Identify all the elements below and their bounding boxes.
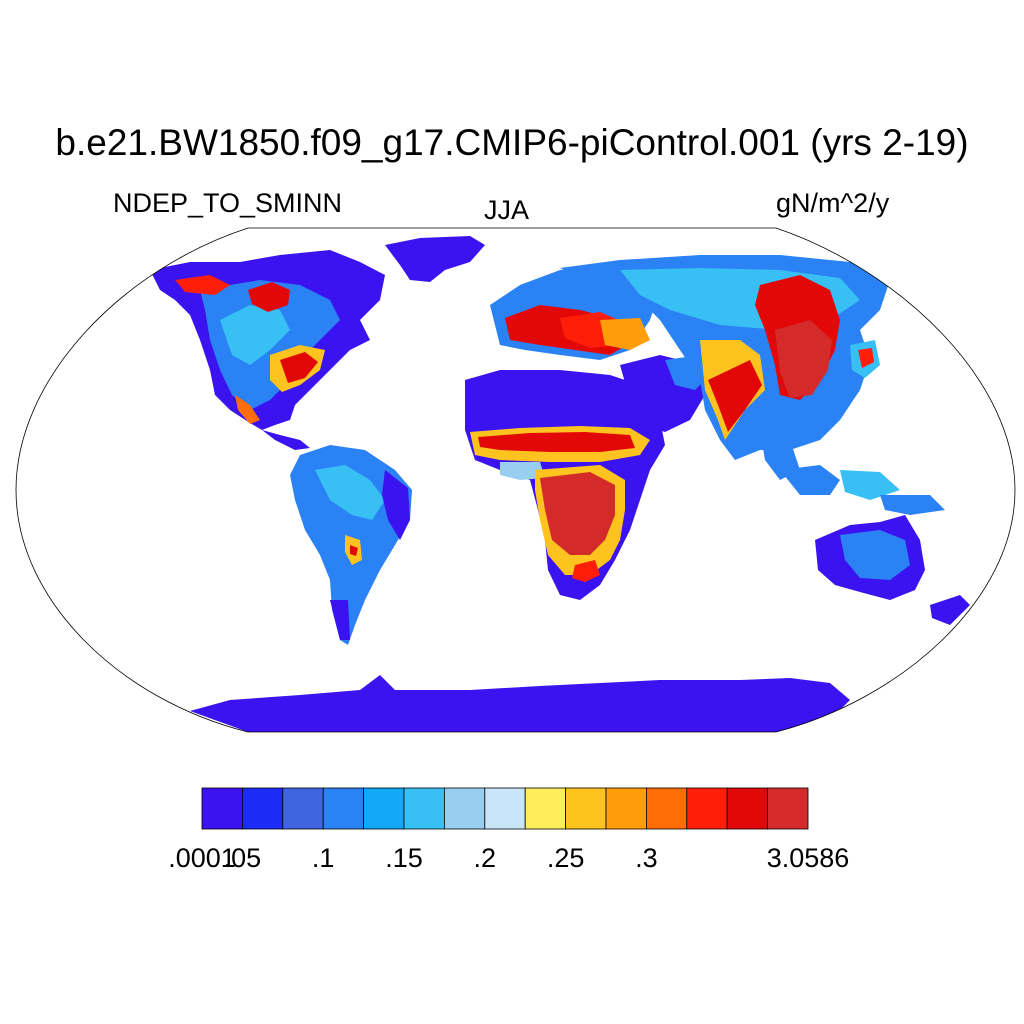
- colorbar-tick-label: .25: [547, 843, 585, 873]
- colorbar-tick-label: 3.0586: [767, 843, 850, 873]
- colorbar-tick-label: .3: [635, 843, 658, 873]
- globe-outline: [15, 227, 1016, 733]
- colorbar-swatch: [646, 787, 688, 830]
- maritime-asia: [780, 465, 945, 515]
- colorbar-swatch: [201, 787, 243, 830]
- colorbar-swatch: [524, 787, 567, 830]
- season-label: JJA: [484, 195, 530, 225]
- australia: [815, 515, 970, 625]
- colorbar-swatch: [282, 787, 324, 830]
- colorbar-tick-label: .05: [224, 843, 262, 873]
- colorbar-swatch: [241, 787, 284, 830]
- units-label: gN/m^2/y: [776, 188, 890, 218]
- colorbar-swatch: [767, 787, 809, 830]
- colorbar-swatch: [322, 787, 365, 830]
- colorbar-swatch: [443, 787, 486, 830]
- colorbar-tick-label: .2: [474, 843, 497, 873]
- africa: [465, 370, 665, 600]
- variable-name: NDEP_TO_SMINN: [113, 188, 343, 218]
- plot-title: b.e21.BW1850.f09_g17.CMIP6-piControl.001…: [55, 122, 969, 163]
- colorbar-swatch: [363, 787, 405, 830]
- south-america: [290, 445, 412, 645]
- asia: [560, 255, 890, 480]
- colorbar-swatch: [403, 787, 445, 830]
- colorbar-swatch: [726, 787, 769, 830]
- greenland: [385, 236, 485, 282]
- colorbar-swatch: [565, 787, 607, 830]
- antarctica: [190, 675, 850, 732]
- north-america: [150, 250, 385, 450]
- colorbar-tick-label: .15: [385, 843, 423, 873]
- colorbar-tick-label: .1: [312, 843, 335, 873]
- colorbar-tick-label: .0001: [168, 843, 236, 873]
- colorbar-swatch: [686, 787, 728, 830]
- colorbar-swatch: [605, 787, 647, 830]
- colorbar-swatch: [484, 787, 526, 830]
